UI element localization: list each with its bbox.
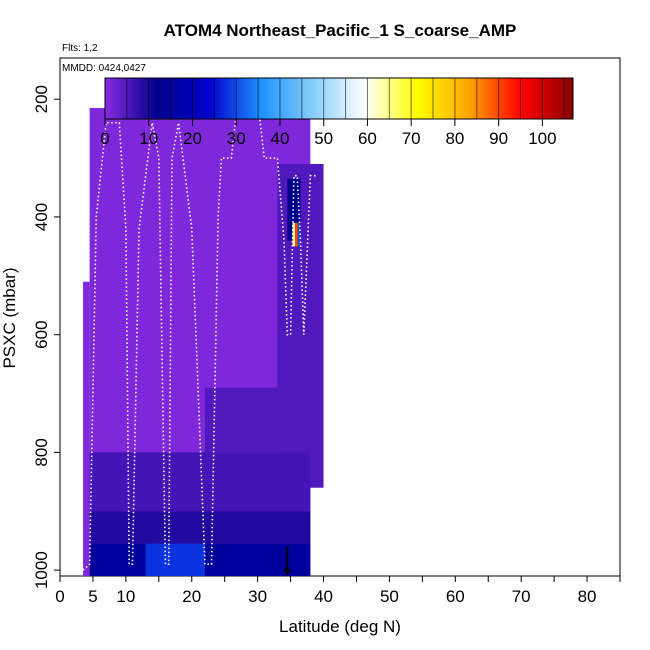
colorbar-tick-label: 100 [528,129,556,148]
heatmap-cell [292,222,296,247]
heatmap-cell [83,281,90,576]
colorbar-tick-label: 80 [445,129,464,148]
heatmap-cell [145,543,205,576]
x-axis-tick-label: 40 [314,587,333,606]
flight-arrow [283,546,292,576]
x-axis-tick-label: 5 [88,587,97,606]
x-axis-tick-label: 50 [380,587,399,606]
heatmap-cells [83,78,324,576]
heatmap-cell [270,128,304,164]
heatmap-cell [89,511,311,544]
x-axis-tick-label: 10 [116,587,135,606]
x-axis-tick-label: 30 [248,587,267,606]
x-axis-tick-label: 60 [446,587,465,606]
colorbar-ticks: 0 10 20 30 40 50 60 70 80 90 100 [100,78,565,148]
x-axis-tick-label: 0 [55,587,64,606]
y-axis-tick-label: 600 [32,320,51,348]
flights-annotation: Flts: 1,2 [62,43,98,54]
colorbar-tick-label: 60 [358,129,377,148]
x-axis-label: Latitude (deg N) [279,617,401,636]
arrow-head [283,569,292,576]
colorbar-tick-label: 0 [100,129,109,148]
colorbar-tick-label: 90 [489,129,508,148]
colorbar-tick-label: 20 [183,129,202,148]
y-axis-tick-label: 1000 [32,551,51,589]
x-axis-tick-label: 80 [578,587,597,606]
colorbar-tick-label: 30 [227,129,246,148]
heatmap-cell [204,387,311,453]
colorbar-tick-label: 70 [402,129,421,148]
y-axis-label: PSXC (mbar) [0,267,19,368]
flight-track-line [82,98,317,571]
y-axis-tick-label: 800 [32,438,51,466]
y-axis-tick-label: 200 [32,85,51,113]
colorbar-tick-label: 50 [314,129,333,148]
colorbar-tick-label: 10 [139,129,158,148]
heatmap-cell [295,222,298,247]
heatmap-cell [297,222,301,247]
dates-annotation: MMDD: 0424,0427 [62,63,146,74]
plot-frame [59,57,621,577]
colorbar [104,77,574,120]
y-axis: 200 400 600 800 1000 [32,85,60,589]
flight-track [82,98,317,571]
x-axis: 0 5 10 20 30 40 50 60 70 80 [55,576,621,606]
colorbar-tick-label: 40 [270,129,289,148]
chart-title: ATOM4 Northeast_Pacific_1 S_coarse_AMP [164,21,517,40]
x-axis-tick-label: 70 [512,587,531,606]
heatmap-cell [89,452,311,512]
x-axis-tick-label: 20 [182,587,201,606]
y-axis-tick-label: 400 [32,203,51,231]
